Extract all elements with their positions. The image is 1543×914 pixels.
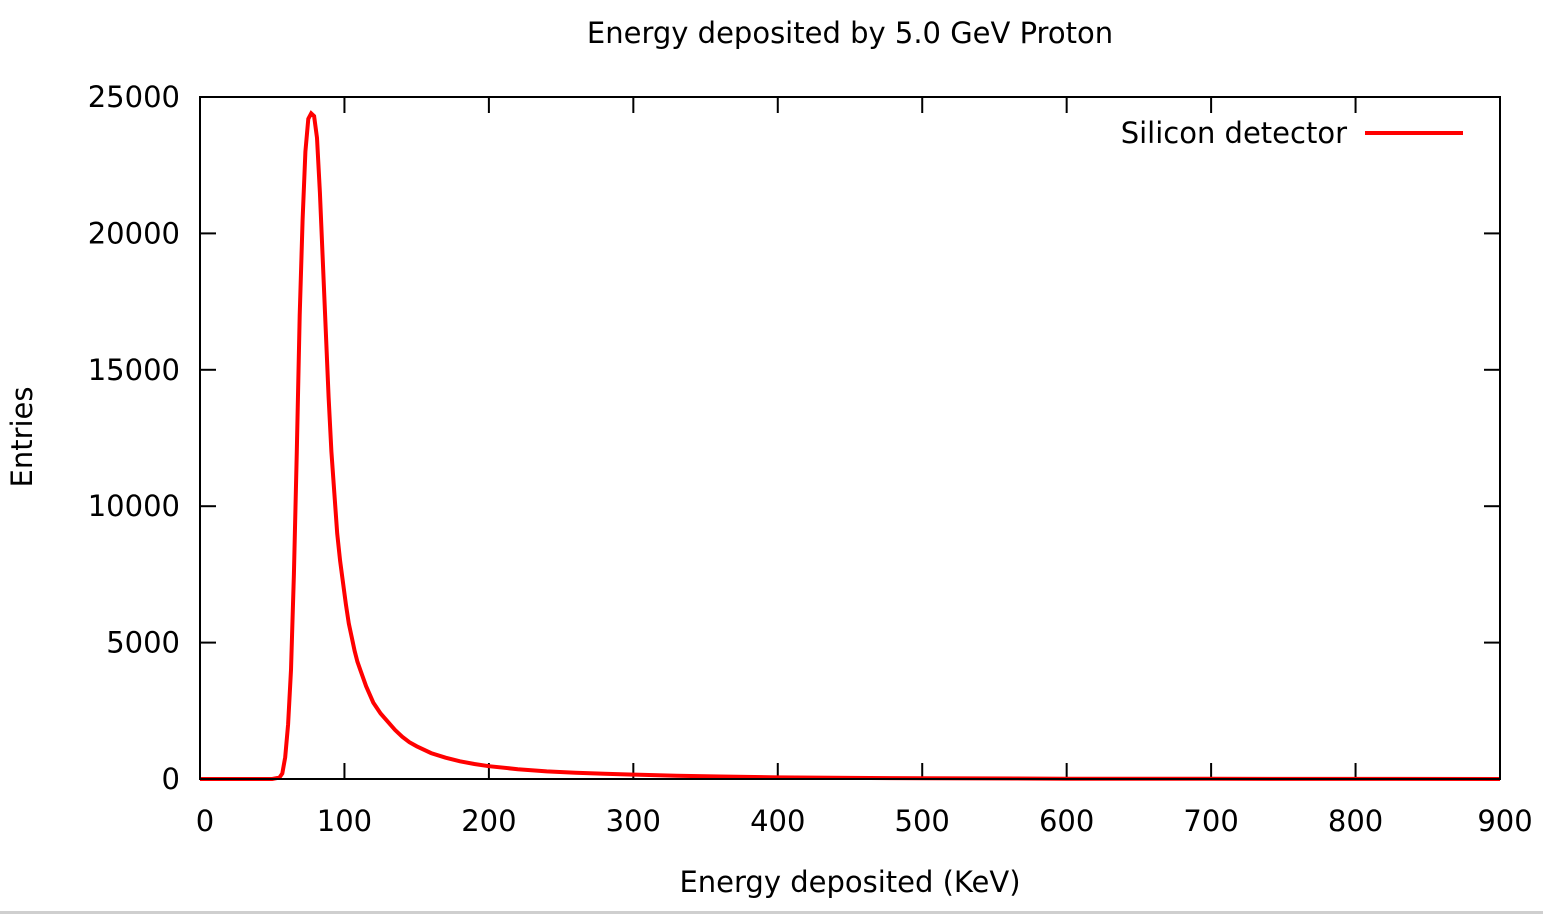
y-axis-label: Entries [5, 386, 39, 487]
x-tick-label-100: 100 [317, 804, 372, 838]
y-tick-label-20000: 20000 [88, 216, 180, 250]
x-axis-label: Energy deposited (KeV) [679, 865, 1020, 899]
y-tick-label-5000: 5000 [106, 626, 180, 660]
window-bottom-border [0, 911, 1543, 914]
y-tick-label-10000: 10000 [88, 489, 180, 523]
legend-entry-label: Silicon detector [1121, 116, 1347, 150]
y-tick-label-25000: 25000 [88, 80, 180, 114]
x-tick-label-700: 700 [1183, 804, 1238, 838]
x-tick-label-0: 0 [196, 804, 214, 838]
x-tick-label-200: 200 [461, 804, 516, 838]
chart-title: Energy deposited by 5.0 GeV Proton [587, 16, 1113, 50]
x-tick-label-300: 300 [606, 804, 661, 838]
y-tick-label-15000: 15000 [88, 353, 180, 387]
x-tick-label-900: 900 [1477, 804, 1532, 838]
x-tick-label-500: 500 [895, 804, 950, 838]
x-tick-label-800: 800 [1328, 804, 1383, 838]
legend: Silicon detector [1121, 116, 1463, 150]
y-tick-label-0: 0 [162, 762, 180, 796]
plot-frame [199, 96, 1501, 780]
series-line-silicon-detector [200, 110, 1501, 781]
axis-tick-labels: 0 100 200 300 400 500 600 700 800 900 0 5000 10000 15… [88, 80, 1533, 838]
x-tick-label-400: 400 [750, 804, 805, 838]
axis-ticks [199, 96, 1501, 780]
x-tick-label-600: 600 [1039, 804, 1094, 838]
